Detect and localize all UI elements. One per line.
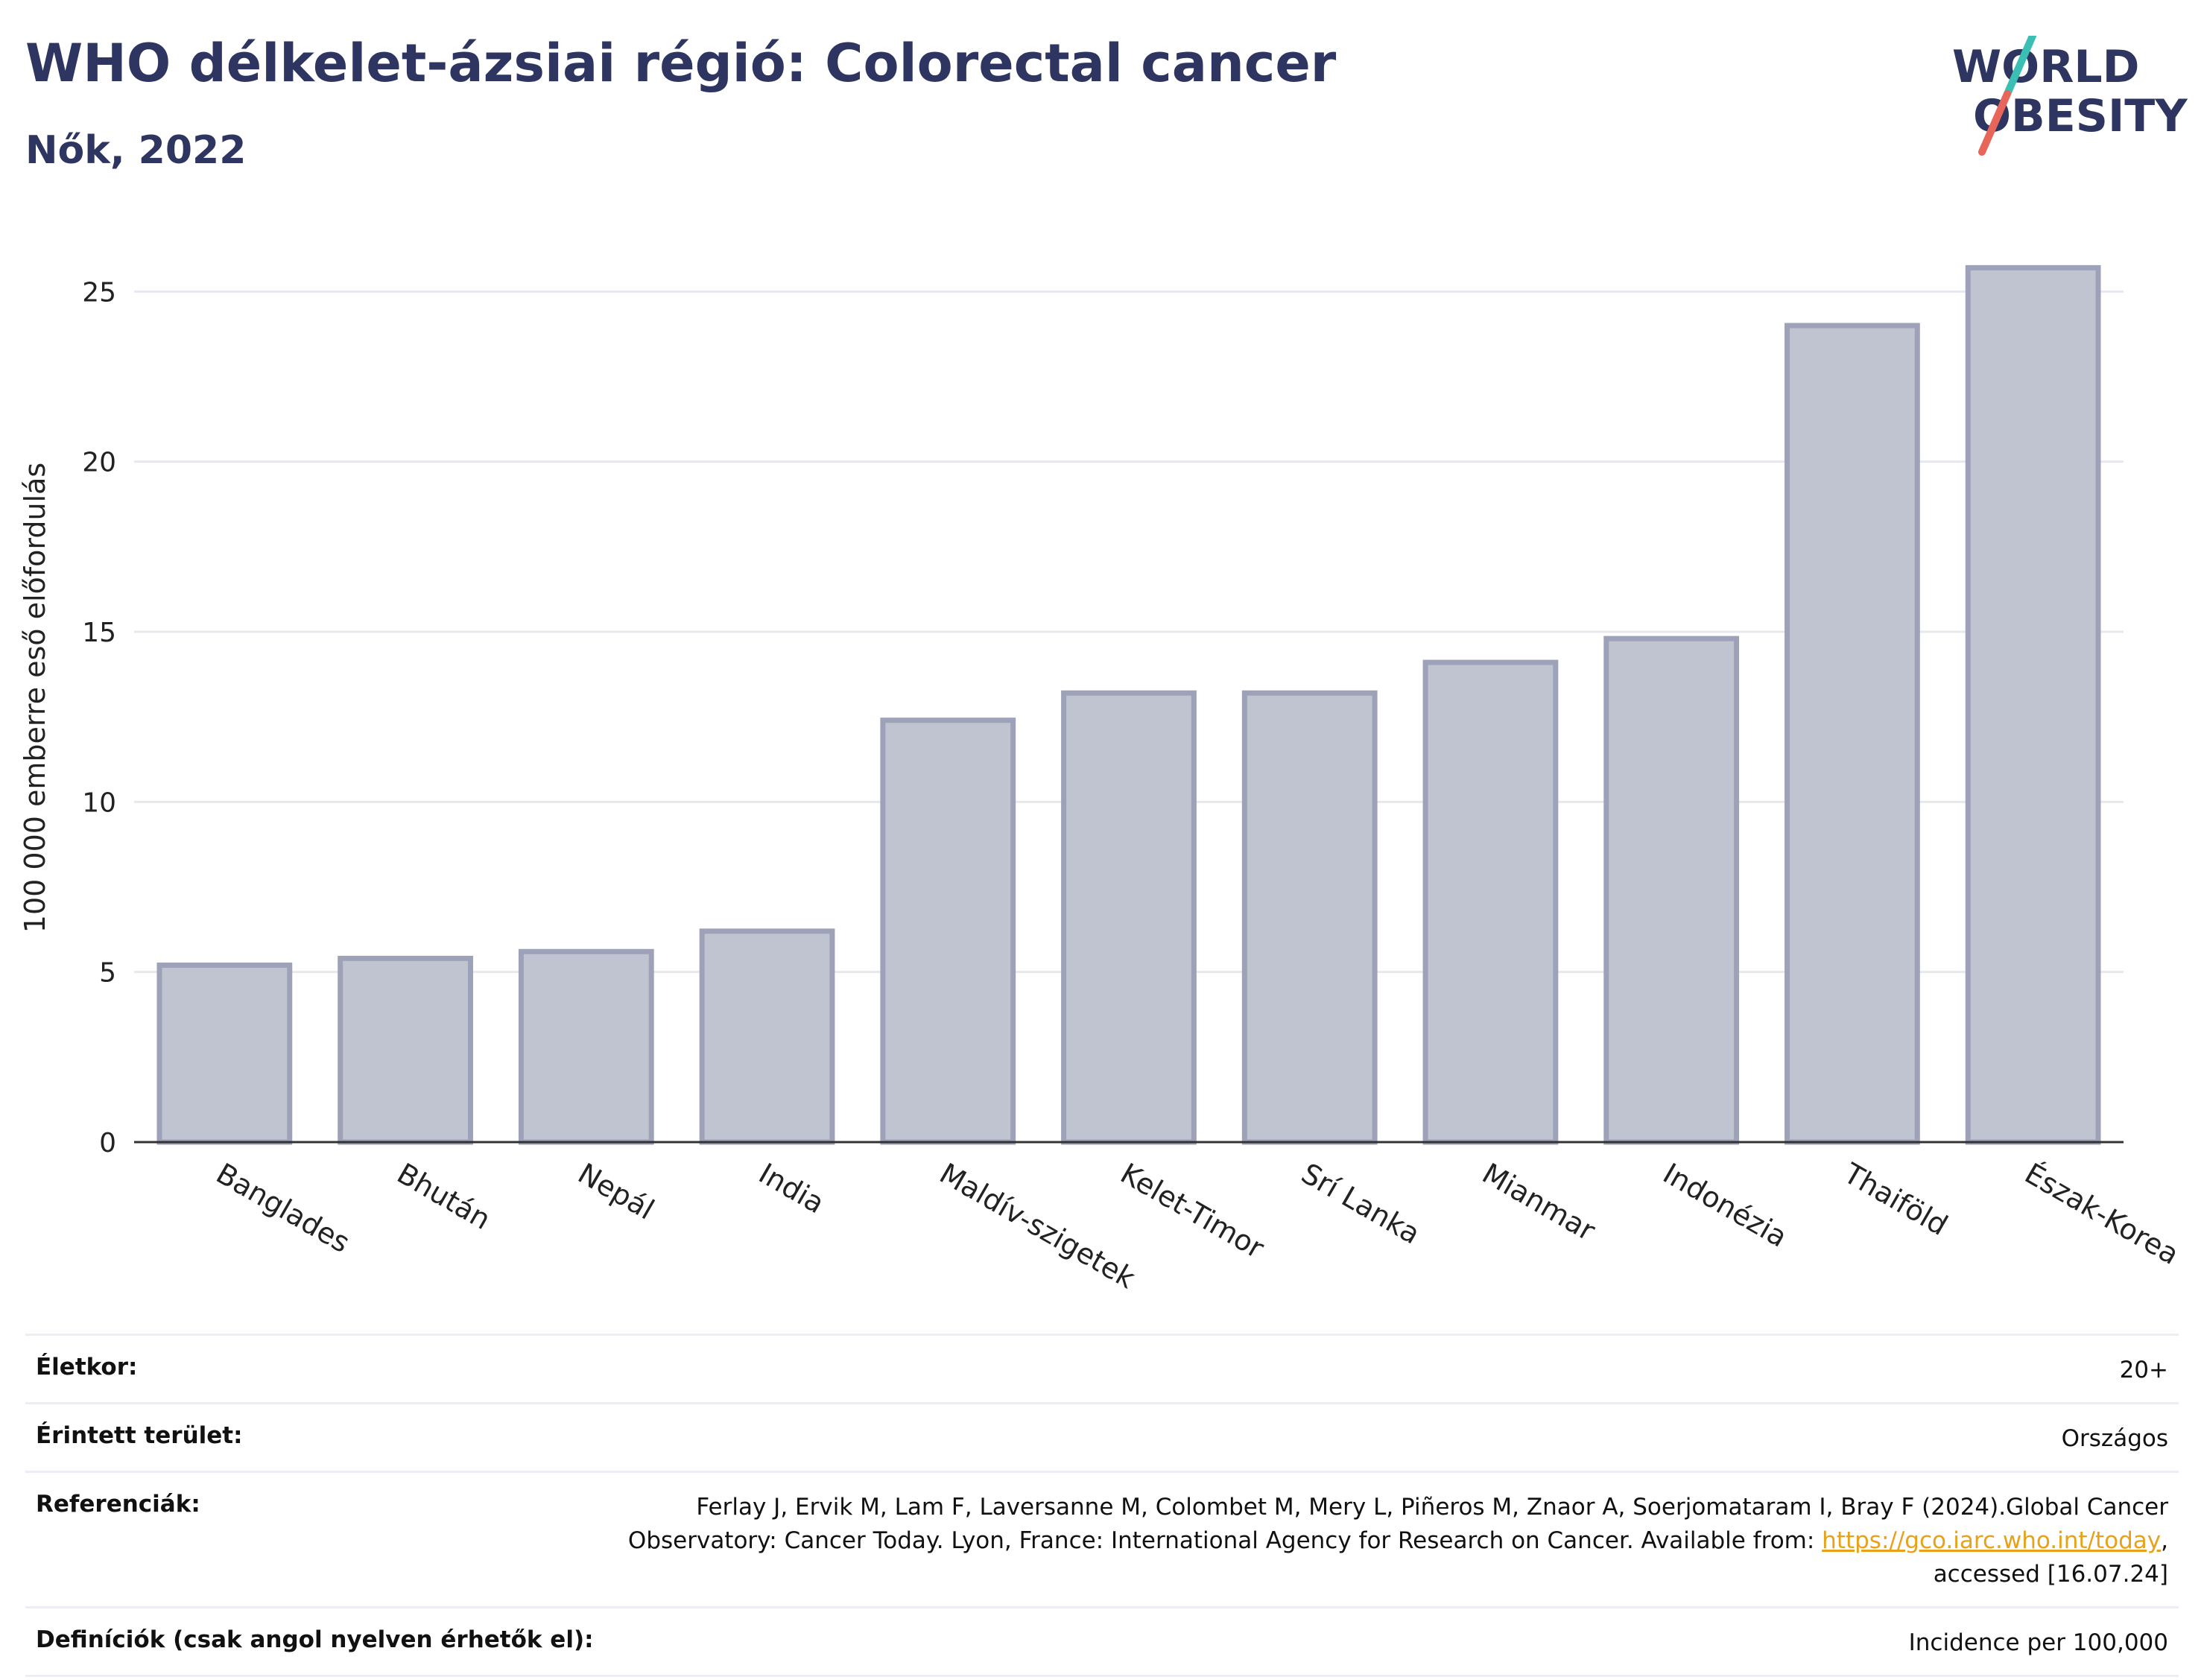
meta-label: Referenciák: [36,1490,200,1518]
y-tick-labels: 0 5 10 15 20 25 [82,277,116,1158]
meta-value: Ferlay J, Ervik M, Lam F, Laversanne M, … [559,1491,2168,1591]
bar [880,717,1016,1145]
y-axis-label: 100 000 emberre eső előfordulás [19,463,51,933]
meta-row-age: Életkor: 20+ [25,1334,2179,1402]
x-tick-label: Thaiföld [1838,1156,1954,1242]
reference-text-end: , accessed [16.07.24] [1933,1527,2168,1588]
x-tick-label: Nepál [572,1157,659,1226]
x-tick-label: Srí Lanka [1296,1157,1425,1251]
x-tick-labels: Banglades Bhután Nepál India Maldív-szigetek… [211,1156,2185,1295]
bars [156,264,2101,1145]
x-tick-label: Banglades [211,1157,355,1259]
y-tick-label: 10 [82,787,116,818]
meta-row-area: Érintett terület: Országos [25,1401,2179,1471]
meta-label: Definíciók (csak angol nyelven érhetők e… [36,1626,594,1653]
bar [518,948,654,1145]
meta-label: Életkor: [36,1354,138,1381]
bar [156,963,293,1145]
world-obesity-logo: WORLD OBESITY [1952,36,2188,156]
meta-row-definitions: Definíciók (csak angol nyelven érhetők e… [25,1605,2179,1677]
logo-slash-bottom [1978,90,2011,156]
y-tick-label: 15 [82,618,116,648]
chart-subtitle: Nők, 2022 [25,128,247,173]
logo-line1: WORLD [1952,41,2139,93]
y-tick-label: 5 [99,958,116,989]
x-tick-label: Kelet-Timor [1115,1157,1270,1265]
bar [1241,690,1378,1145]
x-tick-label: India [753,1157,830,1220]
bar [1603,635,1740,1145]
bar [1422,659,1559,1145]
meta-label: Érintett terület: [36,1421,243,1449]
metadata-table: Életkor: 20+ Érintett terület: Országos … [25,1334,2179,1677]
x-tick-label: Bhután [392,1157,496,1236]
x-tick-label: Észak-Korea [2019,1157,2185,1271]
meta-row-references: Referenciák: Ferlay J, Ervik M, Lam F, L… [25,1470,2179,1606]
logo-slash-top [2004,36,2036,98]
y-tick-label: 20 [82,448,116,478]
y-tick-label: 25 [82,277,116,308]
bar [699,928,835,1145]
bar [1061,690,1197,1145]
y-tick-label: 0 [99,1128,116,1158]
reference-text: Ferlay J, Ervik M, Lam F, Laversanne M, … [627,1493,2168,1554]
bar [1785,323,1920,1145]
x-tick-label: Maldív-szigetek [934,1157,1141,1295]
chart-title: WHO délkelet-ázsiai régió: Colorectal ca… [25,33,1337,94]
bar [1965,264,2101,1145]
bar [338,955,473,1145]
bar-chart: 0 5 10 15 20 25 Banglades Bhután Nepál India Mald… [19,264,2185,1295]
meta-value: 20+ [2119,1357,2168,1383]
x-tick-label: Mianmar [1477,1157,1601,1248]
x-tick-label: Indonézia [1658,1157,1793,1254]
meta-value: Országos [2061,1424,2168,1452]
meta-value: Incidence per 100,000 [1908,1629,2168,1656]
reference-link[interactable]: https://gco.iarc.who.int/today [1822,1527,2162,1554]
